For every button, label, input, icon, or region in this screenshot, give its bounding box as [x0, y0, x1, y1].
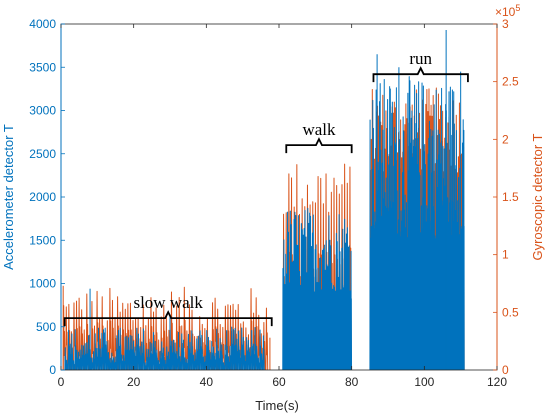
annotation-label: slow walk	[133, 293, 203, 312]
y-left-tick-label: 2000	[29, 190, 56, 204]
x-axis-label: Time(s)	[255, 398, 299, 413]
x-tick-label: 0	[58, 375, 65, 389]
y-right-tick-label: 3	[502, 17, 509, 31]
y-left-tick-label: 1000	[29, 277, 56, 291]
x-tick-label: 100	[414, 375, 434, 389]
y-right-tick-label: 0	[502, 363, 509, 377]
x-tick-label: 80	[345, 375, 359, 389]
annotation-label: walk	[302, 120, 336, 139]
y-axis-right-exponent: ×105	[495, 3, 520, 19]
annotation-bracket	[372, 66, 469, 83]
series-segment	[369, 76, 465, 370]
y-left-tick-label: 2500	[29, 147, 56, 161]
x-tick-label: 40	[200, 375, 214, 389]
annotation-layer: slow walk walk run	[63, 49, 469, 327]
exponent-power: 5	[515, 3, 520, 13]
y-left-tick-label: 4000	[29, 17, 56, 31]
y-left-tick-label: 3500	[29, 60, 56, 74]
annotation-label: run	[409, 49, 432, 68]
y-right-tick-label: 2.5	[502, 75, 519, 89]
y-left-tick-label: 1500	[29, 233, 56, 247]
y-right-tick-label: 0.5	[502, 305, 519, 319]
y-right-tick-label: 1	[502, 248, 509, 262]
series-layer	[62, 30, 465, 370]
annotation-walk: walk	[285, 120, 353, 154]
annotation-slow-walk: slow walk	[63, 293, 273, 327]
y-left-tick-label: 3000	[29, 104, 56, 118]
x-tick-label: 60	[272, 375, 286, 389]
y-right-tick-label: 2	[502, 132, 509, 146]
exponent-base: ×10	[495, 5, 516, 19]
series-left-axis	[64, 30, 465, 370]
y-left-tick-label: 0	[49, 363, 56, 377]
axes-layer: 0 20 40 60 80 100 1200500100015002000250030003…	[29, 17, 519, 389]
y-right-tick-label: 1.5	[502, 190, 519, 204]
y-axis-right-label: Gyroscopic detector T	[530, 133, 545, 260]
annotation-run: run	[372, 49, 469, 83]
series-segment	[282, 207, 353, 370]
y-left-tick-label: 500	[36, 320, 56, 334]
annotation-bracket	[285, 137, 353, 154]
x-tick-label: 20	[127, 375, 141, 389]
annotation-bracket	[63, 310, 273, 327]
x-tick-label: 120	[487, 375, 507, 389]
y-axis-left-label: Accelerometer detector T	[1, 124, 16, 270]
